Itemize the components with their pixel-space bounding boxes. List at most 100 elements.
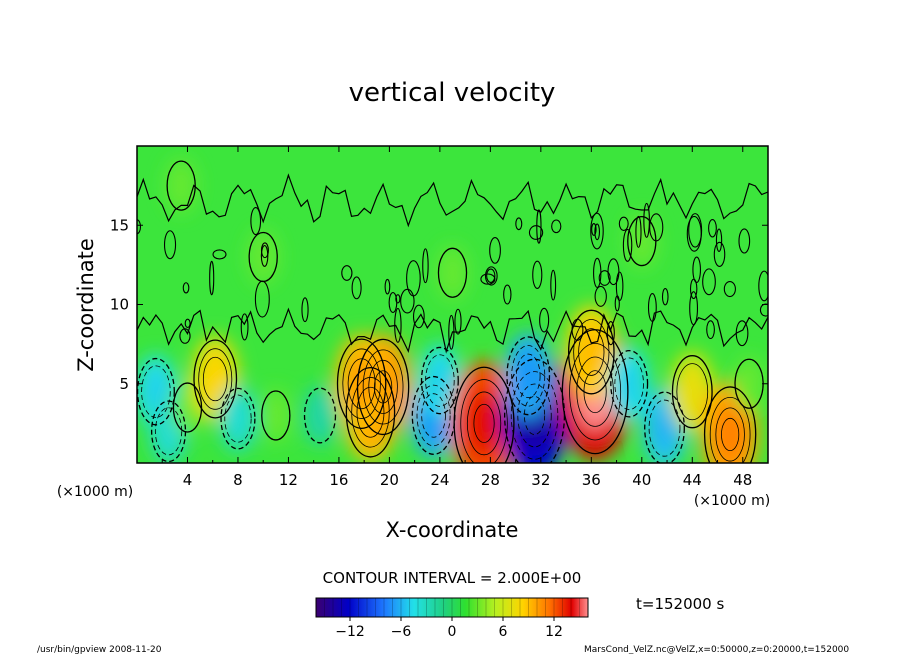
noise-contour xyxy=(489,236,501,264)
y-axis-label: Z-coordinate xyxy=(74,238,98,372)
velocity-cell-core xyxy=(428,360,452,401)
velocity-cell-core xyxy=(465,389,503,458)
velocity-cell-core xyxy=(227,400,249,438)
noise-contour xyxy=(240,313,249,341)
noise-contour xyxy=(686,215,702,252)
noise-contour xyxy=(706,320,715,340)
noise-contour xyxy=(301,297,309,323)
contour-ring xyxy=(515,353,541,398)
noise-contour xyxy=(260,245,269,267)
contour-ring xyxy=(648,399,681,457)
contour-ring xyxy=(466,391,502,456)
contour-ring xyxy=(166,160,196,211)
noise-contour xyxy=(422,248,429,284)
x-tick-label: 12 xyxy=(279,471,298,489)
velocity-cell xyxy=(165,158,197,213)
noise-contour xyxy=(484,266,498,286)
contour-ring xyxy=(644,391,685,463)
noise-contour xyxy=(618,216,629,231)
contour-ring xyxy=(224,394,252,443)
noise-contour xyxy=(454,308,462,335)
contour-ring xyxy=(721,417,740,452)
contour-ring xyxy=(523,395,546,435)
noise-contour xyxy=(758,270,768,302)
velocity-cell xyxy=(733,356,765,411)
noise-contour xyxy=(209,260,215,296)
x-tick-label: 44 xyxy=(683,471,702,489)
footer-right: MarsCond_VelZ.nc@VelZ,x=0:50000,z=0:2000… xyxy=(584,645,849,654)
y-tick-label: 10 xyxy=(110,296,129,314)
contour-ring xyxy=(453,366,515,463)
contour-ring xyxy=(220,387,256,450)
contour-ring xyxy=(569,342,622,441)
contour-ring xyxy=(578,328,605,376)
contour-ring xyxy=(362,349,404,425)
noise-contour xyxy=(503,284,512,305)
noise-contour xyxy=(184,318,191,329)
contour-ring xyxy=(709,397,751,463)
colorbar-tick-label: 0 xyxy=(448,624,457,640)
contour-ring xyxy=(610,349,649,418)
contour-ring xyxy=(356,386,385,438)
velocity-cell-core xyxy=(714,405,746,463)
noise-contour xyxy=(571,318,584,341)
noise-contour xyxy=(412,304,425,329)
contour-ring xyxy=(336,338,387,430)
velocity-cell-core xyxy=(680,369,705,414)
x-tick-label: 36 xyxy=(582,471,601,489)
contour-ring xyxy=(425,354,455,407)
contour-ring xyxy=(345,366,396,458)
contour-ring xyxy=(198,348,233,410)
contour-interval-text: CONTOUR INTERVAL = 2.000E+00 xyxy=(323,569,582,587)
noise-contour xyxy=(400,288,415,314)
x-tick-label: 8 xyxy=(233,471,243,489)
contour-ring xyxy=(342,348,381,419)
noise-contour xyxy=(551,219,562,234)
contour-ring xyxy=(506,336,551,416)
velocity-cell xyxy=(436,245,469,300)
contour-ring xyxy=(303,387,337,444)
x-tick-label: 28 xyxy=(481,471,500,489)
time-label: t=152000 s xyxy=(636,595,724,613)
contour-ring xyxy=(703,386,757,463)
colorbar: −12 −6 0 6 12 xyxy=(315,597,589,640)
velocity-cell xyxy=(260,388,292,443)
noise-contour xyxy=(606,320,615,346)
y-tick-label: 5 xyxy=(119,375,129,393)
noise-contour xyxy=(643,202,650,238)
noise-contour xyxy=(515,217,523,231)
noise-contour xyxy=(738,228,751,254)
noise-contour xyxy=(486,268,496,283)
contour-ring xyxy=(510,371,559,460)
colorbar-tick-label: 6 xyxy=(499,624,508,640)
contour-ring xyxy=(420,346,459,415)
contour-ring xyxy=(473,403,495,443)
noise-contour xyxy=(528,225,544,240)
noise-contour xyxy=(591,222,597,236)
velocity-cell xyxy=(302,385,338,446)
x-tick-label: 16 xyxy=(329,471,348,489)
contour-ring xyxy=(576,356,614,427)
contour-ring xyxy=(261,390,291,441)
contour-ring xyxy=(351,377,390,448)
contour-ring xyxy=(347,358,376,410)
contour-ring xyxy=(193,339,238,419)
noise-contour xyxy=(406,260,421,297)
noise-contour xyxy=(212,249,227,260)
x-tick-label: 4 xyxy=(183,471,193,489)
noise-contour xyxy=(723,280,736,298)
noise-contour xyxy=(532,260,543,290)
noise-contour xyxy=(539,307,550,333)
contour-ring xyxy=(421,393,446,438)
noise-contour xyxy=(182,282,190,294)
x-axis-label: X-coordinate xyxy=(386,518,519,542)
contour-ring xyxy=(511,345,546,407)
chart-title: vertical velocity xyxy=(349,78,556,108)
noise-contour xyxy=(480,273,496,285)
noise-contour xyxy=(250,206,262,236)
noise-contour xyxy=(622,228,633,262)
y-tick-label: 15 xyxy=(110,216,129,234)
contour-ring xyxy=(614,357,644,410)
contour-ring xyxy=(416,384,451,447)
